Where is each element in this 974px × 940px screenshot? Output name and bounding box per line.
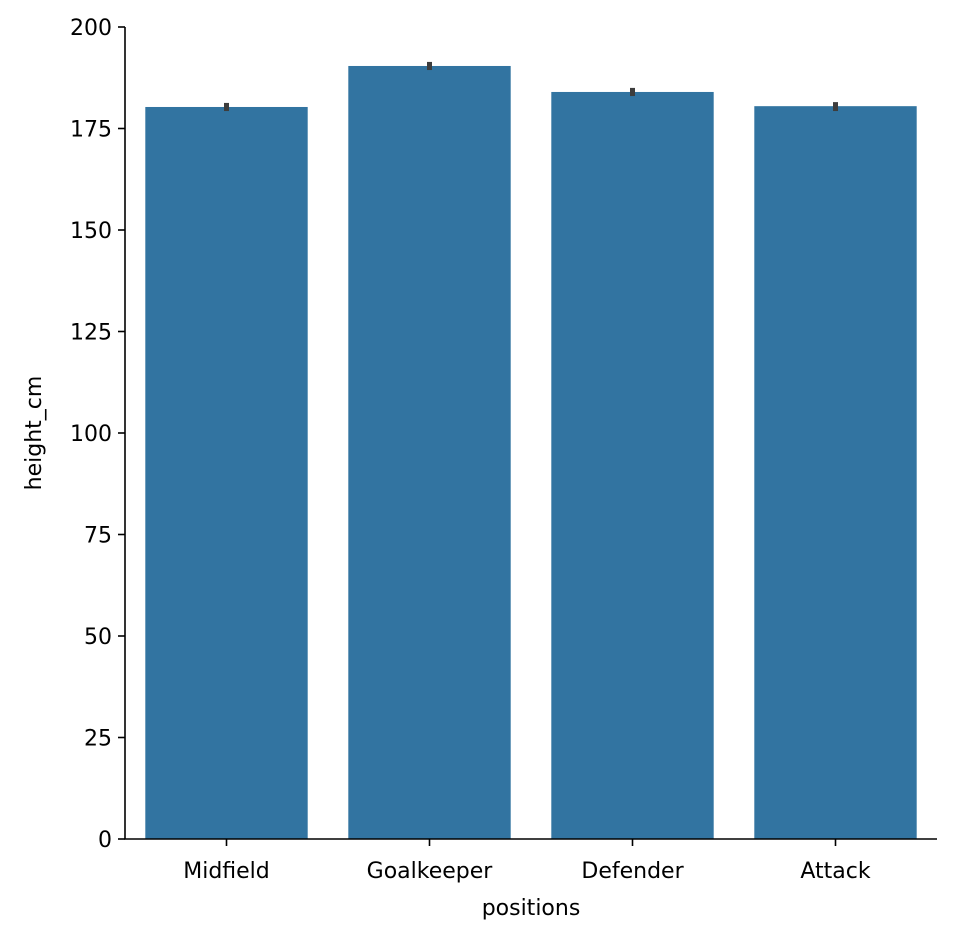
y-tick-label: 125 xyxy=(70,321,112,346)
error-bars xyxy=(224,61,838,112)
y-tick-label: 175 xyxy=(70,118,112,143)
y-ticks: 0 25 50 75 100 125 150 175 200 xyxy=(70,16,125,853)
y-axis-label: height_cm xyxy=(22,376,47,491)
y-tick-label: 200 xyxy=(70,16,112,41)
y-tick-label: 100 xyxy=(70,422,112,447)
y-tick-label: 25 xyxy=(84,727,112,752)
x-ticks: Midfield Goalkeeper Defender Attack xyxy=(183,839,871,884)
bar-midfield xyxy=(145,106,308,840)
bar-attack xyxy=(754,106,917,840)
bar-goalkeeper xyxy=(348,65,511,839)
bar-defender xyxy=(551,91,714,839)
y-tick-label: 150 xyxy=(70,219,112,244)
x-axis-label: positions xyxy=(482,896,581,921)
bars xyxy=(145,65,917,840)
x-tick-label: Defender xyxy=(581,859,684,884)
y-tick-label: 75 xyxy=(84,524,112,549)
x-tick-label: Midfield xyxy=(183,859,270,884)
y-tick-label: 50 xyxy=(84,625,112,650)
x-tick-label: Goalkeeper xyxy=(367,859,494,884)
y-tick-label: 0 xyxy=(98,828,112,853)
x-tick-label: Attack xyxy=(800,859,870,884)
